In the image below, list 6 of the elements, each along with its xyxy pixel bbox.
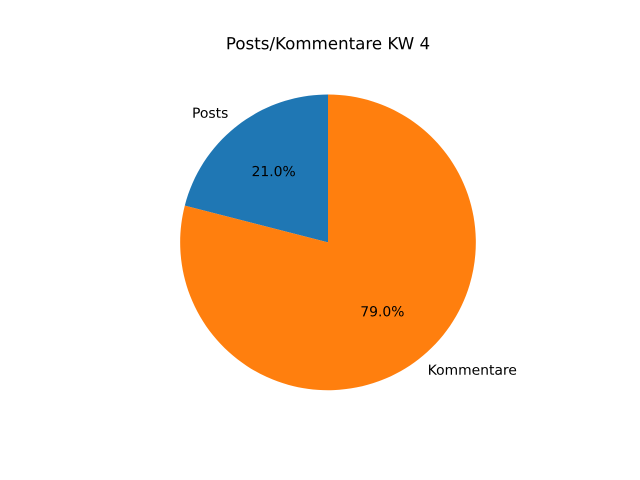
data-label: 79.0% — [361, 306, 404, 317]
chart-title: Posts/Kommentare KW 4 — [228, 37, 430, 51]
data-label: 21.0% — [252, 166, 295, 176]
pie-slice — [184, 94, 328, 242]
slice-label: Posts — [193, 108, 228, 118]
slice-label: Kommentare — [429, 364, 516, 375]
